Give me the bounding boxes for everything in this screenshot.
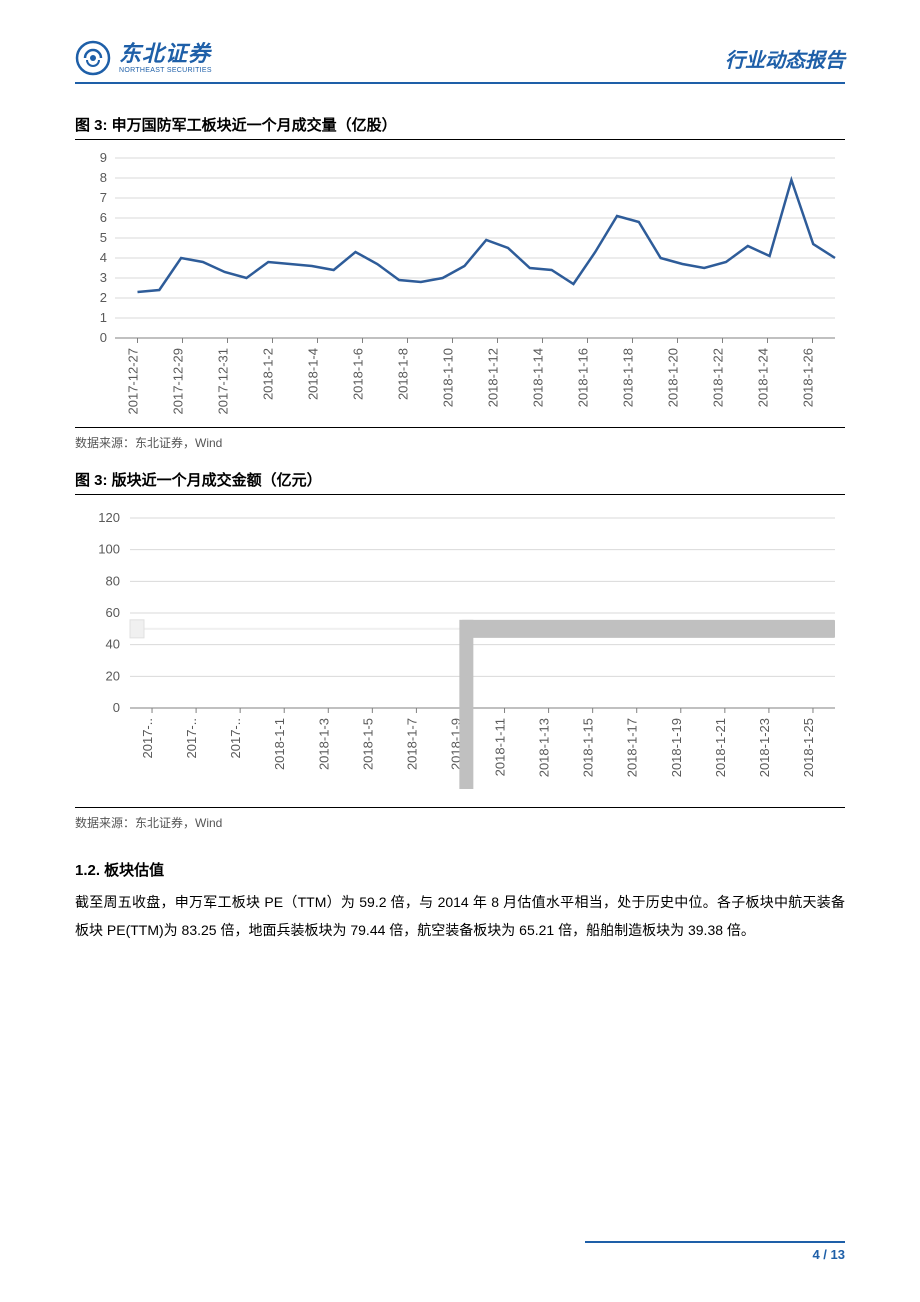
footer-rule (585, 1241, 845, 1243)
svg-text:2018-1-15: 2018-1-15 (581, 718, 596, 777)
svg-text:2018-1-4: 2018-1-4 (306, 348, 321, 400)
svg-text:2018-1-20: 2018-1-20 (666, 348, 681, 407)
svg-text:2018-1-6: 2018-1-6 (351, 348, 366, 400)
svg-text:2018-1-24: 2018-1-24 (756, 348, 771, 407)
svg-text:40: 40 (106, 637, 120, 652)
chart-1-svg: 0 1 2 3 4 5 6 7 8 9 2017-12-27 2017-12-29 2017-12-31… (75, 148, 845, 423)
figure-1-title: 图 3: 申万国防军工板块近一个月成交量（亿股） (75, 114, 845, 140)
svg-text:60: 60 (106, 605, 120, 620)
logo-text-en: NORTHEAST SECURITIES (119, 67, 212, 74)
svg-text:7: 7 (100, 190, 107, 205)
figure-1: 图 3: 申万国防军工板块近一个月成交量（亿股） 0 1 2 3 4 5 6 7 8 9 2017-… (75, 114, 845, 451)
svg-text:2018-1-3: 2018-1-3 (316, 718, 331, 770)
svg-text:0: 0 (113, 700, 120, 715)
chart-2-container: 0 20 40 60 80 100 120 2017-.. 2017-.. 2017-.. 2018… (75, 503, 845, 803)
logo-text-cn: 东北证券 (119, 43, 212, 65)
svg-text:8: 8 (100, 170, 107, 185)
page-number: 4 / 13 (585, 1247, 845, 1262)
svg-text:100: 100 (98, 542, 120, 557)
svg-text:9: 9 (100, 150, 107, 165)
svg-text:2017-..: 2017-.. (140, 718, 155, 758)
svg-text:2018-1-2: 2018-1-2 (261, 348, 276, 400)
svg-text:4: 4 (100, 250, 107, 265)
chart-2-svg: 0 20 40 60 80 100 120 2017-.. 2017-.. 2017-.. 2018… (75, 503, 845, 803)
svg-text:5: 5 (100, 230, 107, 245)
svg-text:2018-1-11: 2018-1-11 (493, 718, 508, 776)
svg-text:2018-1-25: 2018-1-25 (801, 718, 816, 777)
svg-text:1: 1 (100, 310, 107, 325)
svg-text:2017-12-31: 2017-12-31 (216, 348, 231, 415)
svg-text:2018-1-16: 2018-1-16 (576, 348, 591, 407)
logo-block: 东北证券 NORTHEAST SECURITIES (75, 40, 212, 76)
header-title: 行业动态报告 (725, 44, 845, 73)
svg-text:2017-12-29: 2017-12-29 (171, 348, 186, 415)
section-body: 截至周五收盘，申万军工板块 PE（TTM）为 59.2 倍，与 2014 年 8… (75, 888, 845, 944)
chart-1-container: 0 1 2 3 4 5 6 7 8 9 2017-12-27 2017-12-29 2017-12-31… (75, 148, 845, 423)
page-footer: 4 / 13 (585, 1241, 845, 1262)
svg-text:2018-1-23: 2018-1-23 (757, 718, 772, 777)
svg-text:2: 2 (100, 290, 107, 305)
figure-2: 图 3: 版块近一个月成交金额（亿元） 0 20 40 60 80 100 120 2017-… (75, 469, 845, 831)
svg-text:2018-1-14: 2018-1-14 (531, 348, 546, 407)
svg-text:120: 120 (98, 510, 120, 525)
svg-text:2018-1-12: 2018-1-12 (486, 348, 501, 407)
svg-text:3: 3 (100, 270, 107, 285)
svg-text:2018-1-1: 2018-1-1 (272, 718, 287, 770)
svg-text:2018-1-26: 2018-1-26 (801, 348, 816, 407)
svg-text:0: 0 (100, 330, 107, 345)
svg-text:2018-1-19: 2018-1-19 (669, 718, 684, 777)
svg-text:20: 20 (106, 668, 120, 683)
svg-text:2018-1-17: 2018-1-17 (625, 718, 640, 777)
figure-2-source: 数据来源：东北证券，Wind (75, 807, 845, 831)
svg-text:2018-1-10: 2018-1-10 (441, 348, 456, 407)
svg-text:2018-1-13: 2018-1-13 (537, 718, 552, 777)
svg-text:2018-1-21: 2018-1-21 (713, 718, 728, 777)
figure-1-source: 数据来源：东北证券，Wind (75, 427, 845, 451)
svg-text:2017-..: 2017-.. (184, 718, 199, 758)
svg-text:2018-1-7: 2018-1-7 (404, 718, 419, 770)
section-heading: 1.2. 板块估值 (75, 859, 845, 880)
logo-icon (75, 40, 111, 76)
svg-text:80: 80 (106, 573, 120, 588)
svg-text:2017-12-27: 2017-12-27 (126, 348, 141, 415)
figure-2-title: 图 3: 版块近一个月成交金额（亿元） (75, 469, 845, 495)
page-header: 东北证券 NORTHEAST SECURITIES 行业动态报告 (75, 40, 845, 84)
svg-text:2018-1-8: 2018-1-8 (396, 348, 411, 400)
svg-text:2018-1-18: 2018-1-18 (621, 348, 636, 407)
svg-text:6: 6 (100, 210, 107, 225)
svg-text:2018-1-22: 2018-1-22 (711, 348, 726, 407)
svg-text:2017-..: 2017-.. (228, 718, 243, 758)
svg-text:2018-1-5: 2018-1-5 (360, 718, 375, 770)
